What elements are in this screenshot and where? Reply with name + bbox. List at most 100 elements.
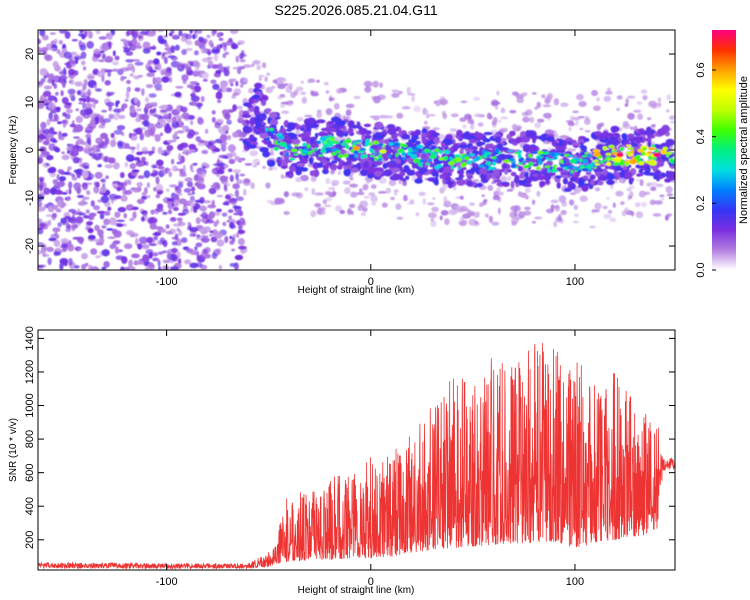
- heat-cell: [59, 30, 67, 34]
- heat-cell: [393, 189, 398, 196]
- heat-cell: [211, 252, 218, 259]
- heat-cell: [88, 212, 97, 217]
- heat-cell: [189, 81, 199, 84]
- heat-cell: [644, 160, 650, 164]
- heat-cell: [201, 149, 209, 155]
- heat-cell: [73, 169, 82, 173]
- heat-cell: [534, 106, 538, 110]
- heat-cell: [166, 66, 172, 74]
- heat-cell: [627, 147, 634, 150]
- heat-cell: [56, 49, 61, 55]
- heat-cell: [499, 137, 508, 142]
- heat-cell: [578, 167, 583, 170]
- heat-cell: [531, 177, 539, 182]
- heat-cell: [69, 60, 76, 68]
- heat-cell: [553, 98, 560, 106]
- heat-cell: [582, 158, 588, 164]
- heat-cell: [421, 136, 426, 144]
- heat-cell: [211, 110, 216, 115]
- heat-cell: [633, 109, 642, 113]
- heat-cell: [300, 80, 304, 84]
- heat-cell: [492, 116, 498, 123]
- heat-cell: [325, 147, 333, 152]
- heat-cell: [38, 38, 42, 45]
- heat-cell: [220, 144, 227, 152]
- heat-cell: [459, 221, 467, 227]
- heat-cell: [232, 131, 239, 138]
- heat-cell: [170, 45, 176, 54]
- heat-cell: [531, 151, 539, 154]
- heat-cell: [123, 213, 127, 219]
- heat-cell: [133, 157, 140, 161]
- heat-cell: [265, 108, 272, 113]
- y-tick-label: 20: [24, 48, 36, 60]
- heat-cell: [84, 31, 88, 38]
- heat-cell: [466, 180, 473, 187]
- heat-cell: [174, 91, 182, 98]
- heat-cell: [642, 95, 648, 101]
- heat-cell: [364, 141, 369, 147]
- heat-cell: [500, 146, 505, 151]
- heat-cell: [146, 72, 155, 77]
- heat-cell: [636, 173, 642, 177]
- heat-cell: [282, 83, 290, 86]
- heat-cell: [630, 177, 635, 182]
- heat-cell: [209, 233, 214, 237]
- heat-cell: [266, 72, 271, 76]
- heat-cell: [178, 198, 187, 205]
- heat-cell: [433, 137, 440, 144]
- heat-cell: [311, 188, 316, 195]
- heat-cell: [627, 154, 633, 157]
- heat-cell: [576, 93, 584, 101]
- heat-cell: [204, 141, 209, 145]
- heat-cell: [460, 164, 465, 168]
- heat-cell: [592, 105, 601, 111]
- heat-cell: [218, 264, 223, 270]
- x-tick-label: -100: [156, 276, 178, 288]
- heat-cell: [310, 210, 317, 218]
- heat-cell: [64, 102, 73, 106]
- heat-cell: [208, 211, 215, 219]
- colorbar-tick-label: 0.2: [695, 196, 707, 211]
- heat-cell: [104, 137, 110, 146]
- heat-cell: [100, 185, 107, 194]
- heat-cell: [84, 102, 93, 109]
- heat-cell: [256, 162, 260, 166]
- heat-cell: [56, 174, 60, 181]
- heat-cell: [537, 156, 542, 162]
- heat-cell: [60, 90, 64, 97]
- heat-cell: [52, 212, 57, 219]
- heat-cell: [53, 251, 61, 256]
- heat-cell: [244, 163, 253, 166]
- heat-cell: [538, 161, 543, 165]
- heat-cell: [335, 88, 343, 94]
- heat-cell: [48, 143, 56, 151]
- heat-cell: [101, 249, 110, 257]
- heat-cell: [362, 183, 369, 191]
- heat-cell: [145, 84, 154, 89]
- heat-cell: [385, 115, 394, 119]
- heat-cell: [137, 243, 143, 250]
- heat-cell: [78, 248, 82, 251]
- heat-cell: [428, 212, 437, 219]
- heat-cell: [324, 82, 329, 86]
- heat-cell: [388, 142, 394, 146]
- heat-cell: [78, 212, 86, 216]
- heat-cell: [150, 209, 155, 215]
- heat-cell: [148, 93, 157, 98]
- heat-cell: [269, 111, 278, 119]
- heat-cell: [534, 216, 543, 220]
- heat-cell: [402, 178, 407, 182]
- x-tick-label: -100: [156, 576, 178, 588]
- heat-cell: [52, 131, 58, 135]
- heat-cell: [308, 156, 314, 165]
- heat-cell: [584, 129, 591, 133]
- heat-cell: [527, 130, 537, 138]
- heat-cell: [219, 175, 228, 182]
- heat-cell: [431, 164, 435, 167]
- heat-cell: [65, 228, 71, 233]
- heat-cell: [410, 156, 417, 159]
- heat-cell: [116, 125, 126, 131]
- heat-cell: [133, 128, 138, 133]
- heat-cell: [460, 100, 468, 104]
